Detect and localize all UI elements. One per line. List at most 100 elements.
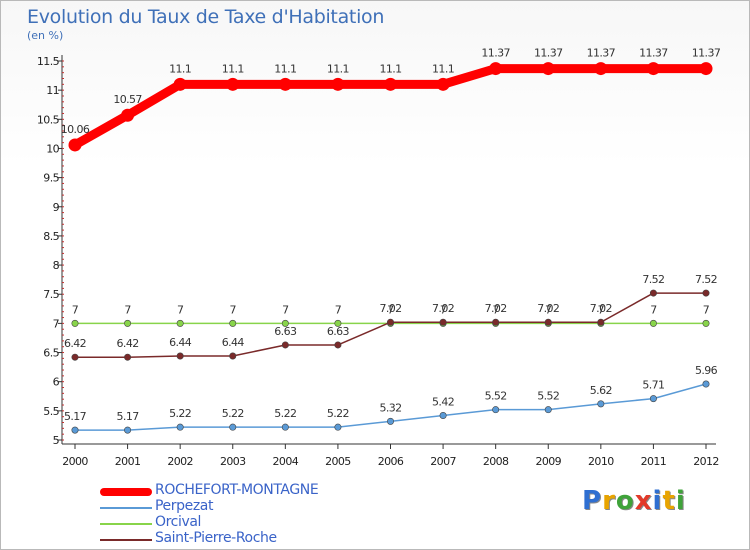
data-label: 5.62 (590, 384, 612, 397)
x-tick-label: 2011 (641, 455, 667, 468)
y-tick-label: 9 (53, 201, 60, 214)
data-labels: 10.06 10.57 11.1 11.1 11.1 11.1 11.1 11.1 11.37 1… (61, 47, 722, 424)
data-label: 7.02 (537, 302, 559, 315)
data-label: 6.44 (222, 336, 245, 349)
data-point (594, 62, 608, 76)
data-point (124, 426, 132, 434)
data-point (334, 423, 342, 431)
data-label: 11.37 (534, 47, 563, 60)
data-point (229, 352, 237, 360)
data-label: 7 (335, 303, 342, 316)
data-point (68, 138, 82, 152)
data-point (229, 319, 237, 327)
data-label: 7 (492, 303, 499, 316)
data-point (384, 77, 397, 91)
y-tick-label: 6.5 (43, 347, 59, 360)
data-label: 7.52 (695, 273, 717, 286)
data-label: 11.1 (379, 62, 401, 75)
data-point (492, 406, 500, 414)
data-label: 5.22 (169, 407, 191, 420)
data-point (71, 353, 79, 361)
data-label: 7.02 (590, 302, 612, 315)
y-tick-label: 8 (53, 259, 60, 272)
proxiti-logo: Proxiti (582, 486, 686, 516)
data-point (331, 77, 345, 91)
data-point (436, 77, 450, 91)
x-tick-label: 2000 (62, 455, 88, 468)
logo-letter: x (634, 486, 653, 516)
logo-letter: i (652, 486, 663, 516)
data-label: 7.02 (485, 302, 507, 315)
x-tick-label: 2005 (325, 455, 351, 468)
data-point (544, 318, 552, 326)
data-label: 6.63 (327, 325, 350, 338)
legend-swatch (100, 523, 152, 525)
data-label: 10.06 (61, 123, 90, 136)
legend-label: Orcival (155, 514, 202, 530)
data-label: 7 (440, 303, 447, 316)
chart-subtitle: (en %) (27, 29, 64, 42)
data-point (281, 423, 289, 431)
y-tick-label: 8.5 (43, 230, 59, 243)
data-point (124, 353, 132, 361)
data-label: 11.37 (639, 47, 668, 60)
data-label: 11.1 (274, 62, 296, 75)
data-label: 7 (650, 303, 657, 316)
data-label: 11.37 (481, 47, 510, 60)
x-tick-label: 2009 (535, 455, 561, 468)
data-label: 5.96 (695, 364, 718, 377)
x-tick-label: 2006 (378, 455, 404, 468)
x-tick-label: 2004 (273, 455, 299, 468)
data-label: 5.52 (537, 390, 559, 403)
data-label: 7 (282, 303, 289, 316)
chart-title: Evolution du Taux de Taxe d'Habitation (27, 6, 385, 28)
data-label: 6.63 (274, 325, 297, 338)
data-label: 6.42 (117, 337, 139, 350)
data-label: 5.17 (117, 410, 140, 423)
data-label: 7 (124, 303, 131, 316)
data-label: 7.02 (379, 302, 401, 315)
data-label: 5.52 (485, 390, 507, 403)
data-label: 7.02 (432, 302, 454, 315)
data-point (176, 352, 184, 360)
logo-letter: P (582, 486, 603, 516)
logo-letter: r (602, 486, 616, 516)
legend-label: Saint-Pierre-Roche (155, 530, 277, 546)
data-point (702, 319, 710, 327)
data-point (649, 395, 657, 403)
data-point (278, 77, 292, 91)
data-label: 7 (230, 303, 237, 316)
data-point (439, 412, 447, 420)
y-tick-label: 7 (53, 317, 60, 330)
data-point (489, 62, 503, 76)
data-point (597, 400, 605, 408)
data-point (386, 318, 394, 326)
data-label: 7 (598, 303, 605, 316)
x-tick-label: 2003 (220, 455, 246, 468)
legend-swatch (100, 507, 152, 509)
y-tick-label: 7.5 (43, 288, 59, 301)
logo-letter: t (662, 486, 676, 516)
legend-label: Perpezat (155, 498, 214, 514)
data-point (492, 318, 500, 326)
data-label: 5.22 (327, 407, 349, 420)
data-point (702, 289, 710, 297)
data-label: 7 (703, 303, 710, 316)
data-label: 11.37 (587, 47, 616, 60)
data-point (124, 319, 132, 327)
data-label: 5.71 (642, 379, 664, 392)
data-label: 7 (177, 303, 184, 316)
data-label: 11.37 (692, 47, 721, 60)
y-tick-label: 6 (53, 376, 60, 389)
data-point (281, 341, 289, 349)
data-label: 11.1 (222, 62, 244, 75)
data-point (544, 406, 552, 414)
data-point (226, 77, 240, 91)
legend-swatch (100, 539, 152, 541)
data-label: 11.1 (432, 62, 454, 75)
data-point (176, 319, 184, 327)
data-label: 6.42 (64, 337, 86, 350)
data-point (334, 341, 342, 349)
